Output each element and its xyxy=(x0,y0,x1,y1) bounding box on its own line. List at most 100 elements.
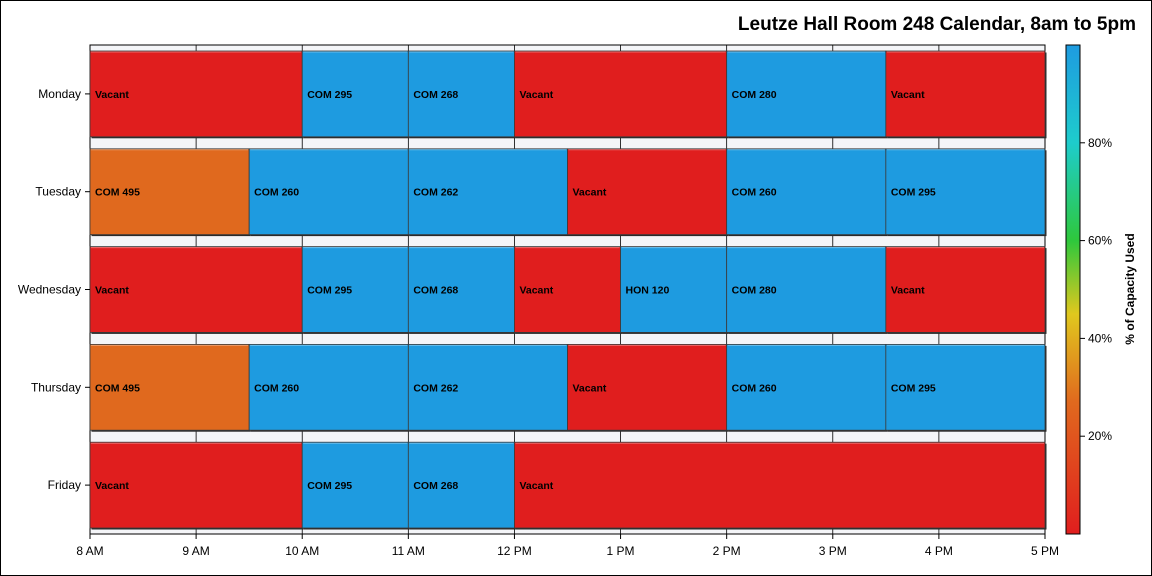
bar-label: COM 295 xyxy=(307,285,352,297)
bar-label: HON 120 xyxy=(626,285,670,297)
bar-label: Vacant xyxy=(573,382,607,394)
bar-rect xyxy=(89,50,303,138)
y-tick-label: Friday xyxy=(48,478,81,492)
colorbar: 20% 40% 60% 80% % of Capacity Used xyxy=(1065,44,1137,535)
x-tick-label: 4 PM xyxy=(925,544,953,558)
bar-rect xyxy=(726,148,887,236)
bar-segment: COM 295 xyxy=(301,50,410,139)
bar-label: Vacant xyxy=(573,187,607,199)
bar-segment: Vacant xyxy=(89,246,304,334)
bar-segment: HON 120 xyxy=(620,246,729,334)
bar-label: COM 260 xyxy=(254,187,299,199)
bar-label: Vacant xyxy=(95,89,129,101)
bar-segment: COM 280 xyxy=(726,50,888,139)
bar-label: COM 268 xyxy=(413,285,458,297)
bar-label: Vacant xyxy=(519,285,553,297)
bar-label: Vacant xyxy=(891,89,925,101)
y-tick-label: Wednesday xyxy=(18,283,81,297)
bar-segment: COM 295 xyxy=(885,343,1047,432)
bar-rect xyxy=(301,50,409,138)
bar-segment: Vacant xyxy=(885,246,1047,334)
bar-rect xyxy=(248,148,409,236)
bar-rect xyxy=(301,441,409,529)
bar-label: COM 280 xyxy=(732,285,777,297)
bar-label: Vacant xyxy=(95,480,129,492)
bar-segment: Vacant xyxy=(567,343,729,432)
bar-segment: COM 280 xyxy=(726,246,888,334)
bar-label: Vacant xyxy=(519,480,553,492)
bar-label: COM 260 xyxy=(254,382,299,394)
bar-rect xyxy=(248,343,409,431)
x-tick-label: 3 PM xyxy=(819,544,847,558)
bar-label: COM 295 xyxy=(891,187,936,199)
bar-rect xyxy=(407,343,568,431)
bar-label: Vacant xyxy=(891,285,925,297)
bar-segment: Vacant xyxy=(885,50,1047,139)
x-tick-label: 5 PM xyxy=(1031,544,1059,558)
bar-rect xyxy=(89,148,250,236)
bar-label: COM 268 xyxy=(413,480,458,492)
bar-rect xyxy=(567,148,728,236)
bar-segment: COM 495 xyxy=(89,343,251,432)
x-tick-label: 9 AM xyxy=(182,544,209,558)
bar-label: Vacant xyxy=(95,285,129,297)
bar-segment: COM 260 xyxy=(248,148,410,237)
bar-segment: Vacant xyxy=(514,246,623,334)
bar-rect xyxy=(567,343,728,431)
y-axis-labels: Monday Tuesday Wednesday Thursday Friday xyxy=(18,87,90,492)
bar-rect xyxy=(514,441,1046,529)
bar-segment: Vacant xyxy=(567,148,729,237)
bar-label: COM 268 xyxy=(413,89,458,101)
bar-label: COM 295 xyxy=(891,382,936,394)
bar-rect xyxy=(89,441,303,529)
bar-segment: COM 262 xyxy=(407,343,569,432)
bar-rect xyxy=(726,246,887,333)
colorbar-label: % of Capacity Used xyxy=(1123,233,1137,344)
bar-rect xyxy=(514,50,728,138)
colorbar-tick-label: 40% xyxy=(1088,331,1112,345)
bar-label: Vacant xyxy=(519,89,553,101)
chart-title: Leutze Hall Room 248 Calendar, 8am to 5p… xyxy=(737,14,1136,35)
x-tick-label: 2 PM xyxy=(713,544,741,558)
bar-rect xyxy=(89,246,303,333)
bar-label: COM 260 xyxy=(732,382,777,394)
bar-rect xyxy=(885,50,1046,138)
bar-rect xyxy=(885,343,1046,431)
x-tick-label: 11 AM xyxy=(392,544,425,558)
bar-label: COM 495 xyxy=(95,382,140,394)
bar-label: COM 260 xyxy=(732,187,777,199)
bar-rect xyxy=(726,343,887,431)
bar-segment: COM 295 xyxy=(301,246,410,334)
bar-rect xyxy=(620,246,728,333)
bar-segment: COM 268 xyxy=(407,246,516,334)
y-tick-label: Thursday xyxy=(31,380,81,394)
bar-label: COM 262 xyxy=(413,187,458,199)
colorbar-tick-label: 80% xyxy=(1088,136,1112,150)
bar-segments: Vacant COM 295 COM 268 Vacant COM 280 Vacant C… xyxy=(89,50,1047,530)
y-tick-label: Tuesday xyxy=(35,185,81,199)
x-tick-label: 8 AM xyxy=(76,544,103,558)
x-tick-label: 1 PM xyxy=(607,544,635,558)
bar-label: COM 262 xyxy=(413,382,458,394)
colorbar-tick-label: 60% xyxy=(1088,234,1112,248)
x-tick-label: 12 PM xyxy=(497,544,532,558)
colorbar-rect xyxy=(1065,44,1081,535)
bar-label: COM 495 xyxy=(95,187,140,199)
bar-label: COM 295 xyxy=(307,480,352,492)
colorbar-tick-label: 20% xyxy=(1088,429,1112,443)
bar-rect xyxy=(407,148,568,236)
bar-segment: COM 260 xyxy=(248,343,410,432)
bar-segment: COM 495 xyxy=(89,148,251,237)
y-tick-label: Monday xyxy=(38,87,81,101)
bar-rect xyxy=(301,246,409,333)
bar-rect xyxy=(514,246,621,333)
bar-segment: Vacant xyxy=(514,441,1047,530)
bar-segment: COM 268 xyxy=(407,50,516,139)
bar-segment: COM 295 xyxy=(885,148,1047,237)
bar-segment: COM 295 xyxy=(301,441,410,530)
bar-segment: COM 268 xyxy=(407,441,516,530)
bar-rect xyxy=(885,148,1046,236)
bar-rect xyxy=(885,246,1046,333)
bar-label: COM 295 xyxy=(307,89,352,101)
